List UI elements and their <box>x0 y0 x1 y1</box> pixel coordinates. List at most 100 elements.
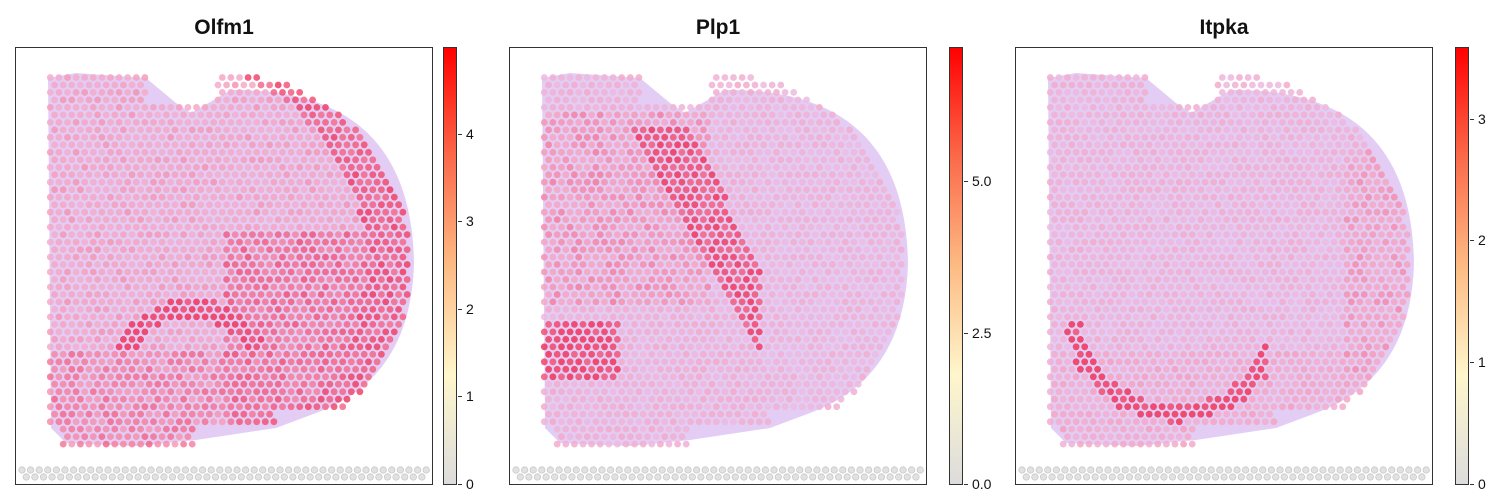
expression-spot <box>1107 193 1114 201</box>
expression-spot <box>390 238 398 246</box>
expression-spot <box>150 373 157 381</box>
expression-spot <box>592 89 600 96</box>
expression-spot <box>274 365 282 373</box>
expression-spot <box>154 380 162 388</box>
expression-spot <box>111 291 119 298</box>
expression-spot <box>223 126 231 134</box>
expression-spot <box>1227 223 1235 231</box>
expression-spot <box>1128 306 1136 313</box>
expression-spot <box>1279 268 1286 276</box>
expression-spot <box>132 253 140 261</box>
expression-spot <box>171 321 179 328</box>
expression-spot <box>240 321 248 328</box>
expression-spot <box>1098 298 1106 306</box>
colorbar-tick-label: 3 <box>466 213 474 230</box>
expression-spot <box>747 208 755 216</box>
expression-spot <box>1046 283 1054 291</box>
expression-spot <box>854 336 862 343</box>
expression-spot <box>1330 298 1338 306</box>
expression-spot <box>833 223 841 231</box>
expression-spot <box>231 380 239 388</box>
expression-spot <box>545 365 552 373</box>
expression-spot <box>171 126 179 134</box>
expression-spot <box>180 186 188 194</box>
expression-spot <box>309 336 316 343</box>
expression-spot <box>132 238 140 246</box>
expression-spot <box>77 261 84 268</box>
expression-spot <box>687 403 694 411</box>
expression-spot <box>747 358 755 366</box>
expression-spot <box>1046 104 1054 111</box>
expression-spot <box>240 246 248 254</box>
expression-spot <box>313 193 321 201</box>
expression-spot <box>669 178 677 186</box>
expression-spot <box>77 410 84 418</box>
expression-spot <box>1218 119 1226 126</box>
expression-spot <box>141 178 149 186</box>
expression-spot <box>1313 223 1321 231</box>
expression-spot <box>614 276 621 283</box>
expression-spot <box>1141 163 1149 171</box>
expression-spot <box>1356 193 1364 201</box>
expression-spot <box>1304 223 1312 231</box>
expression-spot <box>708 380 716 388</box>
expression-spot <box>588 96 595 104</box>
expression-spot <box>583 89 591 96</box>
expression-spot <box>717 171 724 179</box>
expression-spot <box>575 328 583 336</box>
expression-spot <box>1326 246 1334 254</box>
expression-spot <box>223 321 231 328</box>
expression-spot <box>721 148 729 156</box>
expression-spot <box>588 336 595 343</box>
expression-spot <box>1089 74 1097 81</box>
expression-spot <box>816 388 823 396</box>
expression-spot <box>1193 253 1200 261</box>
expression-spot <box>1227 89 1235 96</box>
expression-spot <box>691 141 699 149</box>
expression-spot <box>657 306 664 313</box>
expression-spot <box>128 321 136 328</box>
expression-spot <box>214 231 222 239</box>
expression-spot <box>373 313 381 321</box>
expression-spot <box>1365 268 1372 276</box>
expression-spot <box>326 246 334 254</box>
expression-spot <box>1403 261 1411 268</box>
expression-spot <box>833 253 841 261</box>
expression-spot <box>326 380 334 388</box>
expression-spot <box>300 350 308 358</box>
expression-spot <box>1210 253 1218 261</box>
expression-spot <box>854 246 862 254</box>
expression-spot <box>678 313 686 321</box>
expression-spot <box>339 298 347 306</box>
expression-spot <box>626 433 634 440</box>
expression-spot <box>601 89 608 96</box>
expression-spot <box>829 350 836 358</box>
expression-spot <box>669 104 677 111</box>
expression-spot <box>841 388 849 396</box>
expression-spot <box>64 238 71 246</box>
expression-spot <box>1390 253 1398 261</box>
expression-spot <box>678 283 686 291</box>
expression-spot <box>1188 186 1196 194</box>
expression-spot <box>180 440 188 448</box>
background-spot <box>813 466 821 474</box>
expression-spot <box>730 89 737 96</box>
expression-spot <box>786 395 793 403</box>
expression-spot <box>872 261 879 268</box>
expression-spot <box>566 268 574 276</box>
expression-spot <box>777 365 785 373</box>
expression-spot <box>1326 216 1334 224</box>
expression-spot <box>708 336 716 343</box>
expression-spot <box>734 81 742 89</box>
expression-spot <box>1309 186 1316 194</box>
expression-spot <box>1373 283 1381 291</box>
expression-spot <box>592 388 600 396</box>
expression-spot <box>1322 104 1329 111</box>
expression-spot <box>1124 178 1132 186</box>
expression-spot <box>180 246 188 254</box>
expression-spot <box>1072 238 1080 246</box>
expression-spot <box>343 380 351 388</box>
expression-spot <box>77 186 84 194</box>
expression-spot <box>626 74 634 81</box>
expression-spot <box>150 238 157 246</box>
